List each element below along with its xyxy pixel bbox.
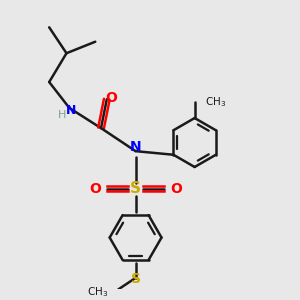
Text: S: S	[130, 272, 141, 286]
Text: N: N	[130, 140, 141, 154]
Text: O: O	[89, 182, 101, 196]
Text: N: N	[66, 104, 76, 117]
Text: CH$_3$: CH$_3$	[87, 285, 108, 299]
Text: CH$_3$: CH$_3$	[205, 95, 226, 109]
Text: S: S	[130, 181, 141, 196]
Text: H: H	[58, 110, 66, 120]
Text: O: O	[170, 182, 182, 196]
Text: O: O	[105, 91, 117, 105]
